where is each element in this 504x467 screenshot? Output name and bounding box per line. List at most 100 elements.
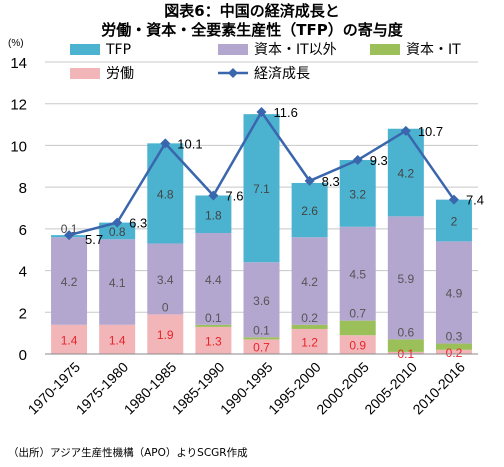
growth-marker — [208, 190, 219, 201]
bar-segment — [99, 239, 136, 325]
growth-marker — [400, 125, 411, 136]
x-tick-label: 2010-2016 — [409, 359, 468, 418]
data-label: 0 — [162, 300, 169, 314]
data-label: 4.2 — [61, 275, 78, 289]
legend-label: 経済成長 — [254, 66, 310, 82]
data-label: 0.1 — [205, 311, 222, 325]
growth-value-label: 9.3 — [370, 153, 388, 168]
bar-segment — [387, 128, 424, 217]
chart-title-line2: 労働・資本・全要素生産性（TFP）の寄与度 — [101, 21, 403, 39]
legend-swatch — [218, 44, 248, 55]
y-tick-label: 0 — [19, 347, 27, 364]
data-label: 0.6 — [397, 325, 414, 339]
bar-segment — [435, 199, 472, 242]
bar-segment — [339, 160, 376, 227]
data-label: 2.6 — [301, 204, 318, 218]
data-label: 4.2 — [301, 275, 318, 289]
bar-segment — [243, 114, 280, 263]
bar-segment — [291, 324, 328, 329]
growth-value-label: 8.3 — [322, 174, 340, 189]
data-label: 0.7 — [349, 307, 366, 321]
data-label: 0.3 — [446, 330, 463, 344]
data-label: 0.1 — [61, 222, 78, 236]
growth-marker — [352, 155, 363, 166]
data-label: 4.4 — [205, 273, 222, 287]
bar-segment — [339, 320, 376, 336]
data-label: 3.2 — [349, 187, 366, 201]
data-label: 4.5 — [349, 268, 366, 282]
y-unit-label: (%) — [8, 38, 24, 49]
data-label: 3.6 — [253, 294, 270, 308]
legend-label: 労働 — [106, 66, 134, 82]
data-label: 0.1 — [253, 323, 270, 337]
data-label: 1.8 — [205, 208, 222, 222]
growth-marker — [448, 194, 459, 205]
legend-swatch — [228, 68, 238, 78]
bar-segment — [195, 324, 232, 327]
growth-value-label: 7.6 — [225, 188, 243, 203]
bar-segment — [51, 237, 88, 325]
data-label: 4.2 — [397, 167, 414, 181]
growth-value-label: 5.7 — [85, 232, 103, 247]
data-label: 4.9 — [446, 286, 463, 300]
bar-segment — [243, 262, 280, 338]
data-label: 1.2 — [301, 335, 318, 349]
chart-title-line1: 図表6：中国の経済成長と — [164, 2, 340, 20]
legend-swatch — [370, 44, 400, 55]
growth-marker — [64, 230, 75, 241]
data-label: 3.4 — [157, 273, 174, 287]
growth-marker — [112, 217, 123, 228]
bar-segment — [387, 351, 424, 354]
legend-label: TFP — [105, 42, 131, 58]
growth-value-label: 11.6 — [274, 105, 298, 120]
data-label: 2 — [451, 215, 458, 229]
data-label: 0.7 — [253, 341, 270, 355]
data-label: 0.2 — [446, 346, 463, 360]
bar-segment — [243, 337, 280, 340]
y-tick-label: 2 — [19, 305, 27, 322]
bar-segment — [147, 143, 184, 244]
data-label: 1.4 — [61, 333, 78, 347]
bar-segment — [435, 343, 472, 350]
bar-segment — [387, 216, 424, 340]
y-tick-label: 8 — [19, 180, 27, 197]
bar-segment — [291, 182, 328, 238]
legend-swatch — [70, 68, 100, 79]
legend-label: 資本・IT以外 — [254, 42, 337, 58]
bar-segment — [339, 335, 376, 354]
bar-segment — [99, 222, 136, 240]
bar-segment — [291, 328, 328, 354]
data-label: 4.8 — [157, 187, 174, 201]
legend-label: 資本・IT — [406, 42, 461, 58]
bar-segment — [339, 226, 376, 321]
data-label: 0.8 — [109, 225, 126, 239]
bar-segment — [99, 324, 136, 354]
growth-marker — [256, 107, 267, 118]
source-note: （出所）アジア生産性機構（APO）よりSCGR作成 — [8, 447, 248, 459]
data-label: 7.1 — [253, 182, 270, 196]
growth-value-label: 10.7 — [418, 124, 443, 139]
bar-segment — [435, 349, 472, 354]
growth-value-label: 7.4 — [466, 193, 484, 208]
growth-marker — [304, 175, 315, 186]
y-tick-label: 14 — [10, 55, 27, 72]
data-label: 1.4 — [109, 333, 126, 347]
bar-segment — [387, 339, 424, 352]
data-label: 5.9 — [397, 272, 414, 286]
growth-value-label: 10.1 — [177, 136, 202, 151]
y-tick-label: 12 — [10, 97, 27, 114]
legend-swatch — [70, 44, 100, 55]
bar-segment — [195, 326, 232, 354]
bar-segment — [51, 324, 88, 354]
data-label: 0.9 — [349, 339, 366, 353]
bar-segment — [435, 241, 472, 344]
bar-segment — [243, 339, 280, 354]
y-tick-label: 10 — [10, 138, 27, 155]
data-label: 1.9 — [157, 328, 174, 342]
growth-value-label: 6.3 — [129, 216, 147, 231]
data-label: 1.3 — [205, 334, 222, 348]
bar-segment — [147, 314, 184, 354]
y-tick-label: 6 — [19, 222, 27, 239]
growth-marker — [160, 138, 171, 149]
